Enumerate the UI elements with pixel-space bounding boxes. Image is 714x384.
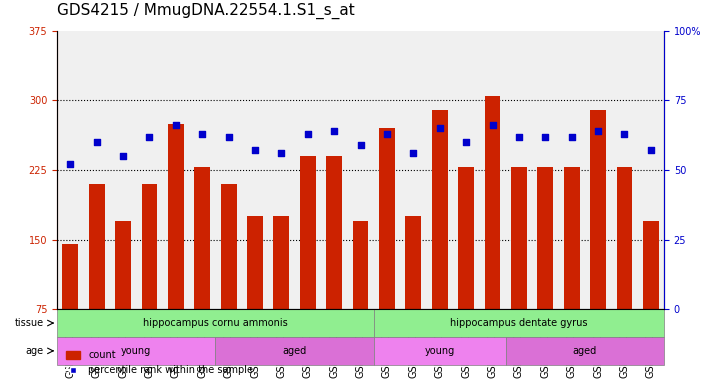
Bar xyxy=(115,221,131,309)
Bar xyxy=(616,167,633,309)
Text: young: young xyxy=(121,346,151,356)
Bar xyxy=(432,109,448,309)
Point xyxy=(144,133,155,139)
Point xyxy=(487,122,498,128)
FancyBboxPatch shape xyxy=(57,337,216,365)
Point xyxy=(276,150,287,156)
Bar xyxy=(247,216,263,309)
Bar xyxy=(379,128,395,309)
Text: GDS4215 / MmugDNA.22554.1.S1_s_at: GDS4215 / MmugDNA.22554.1.S1_s_at xyxy=(57,3,355,19)
Text: young: young xyxy=(425,346,455,356)
Text: hippocampus cornu ammonis: hippocampus cornu ammonis xyxy=(143,318,288,328)
Bar xyxy=(564,167,580,309)
Bar xyxy=(62,244,79,309)
Bar xyxy=(89,184,105,309)
Point xyxy=(223,133,234,139)
Bar xyxy=(458,167,474,309)
Point xyxy=(381,131,393,137)
Point xyxy=(355,142,366,148)
Point xyxy=(461,139,472,145)
Bar xyxy=(485,96,501,309)
Bar xyxy=(643,221,659,309)
Point xyxy=(117,153,129,159)
Point xyxy=(434,125,446,131)
Point xyxy=(196,131,208,137)
Bar xyxy=(221,184,236,309)
FancyBboxPatch shape xyxy=(57,309,373,337)
Point xyxy=(645,147,657,154)
Point xyxy=(593,128,604,134)
Text: tissue: tissue xyxy=(15,318,44,328)
Point xyxy=(513,133,525,139)
FancyBboxPatch shape xyxy=(373,309,664,337)
FancyBboxPatch shape xyxy=(373,337,506,365)
FancyBboxPatch shape xyxy=(216,337,373,365)
Bar xyxy=(141,184,157,309)
Bar xyxy=(326,156,342,309)
Text: hippocampus dentate gyrus: hippocampus dentate gyrus xyxy=(450,318,588,328)
Bar xyxy=(194,167,210,309)
Point xyxy=(408,150,419,156)
Point xyxy=(328,128,340,134)
Text: age: age xyxy=(26,346,44,356)
FancyBboxPatch shape xyxy=(506,337,664,365)
Point xyxy=(566,133,578,139)
Point xyxy=(64,161,76,167)
Bar xyxy=(168,124,183,309)
Point xyxy=(91,139,102,145)
Text: aged: aged xyxy=(573,346,597,356)
Bar xyxy=(590,109,606,309)
Bar xyxy=(406,216,421,309)
Point xyxy=(170,122,181,128)
Bar xyxy=(511,167,527,309)
Bar xyxy=(300,156,316,309)
Point xyxy=(619,131,630,137)
Bar xyxy=(538,167,553,309)
Text: aged: aged xyxy=(283,346,307,356)
Point xyxy=(540,133,551,139)
Bar xyxy=(273,216,289,309)
Point xyxy=(249,147,261,154)
Point xyxy=(302,131,313,137)
Legend: count, percentile rank within the sample: count, percentile rank within the sample xyxy=(62,346,257,379)
Bar xyxy=(353,221,368,309)
